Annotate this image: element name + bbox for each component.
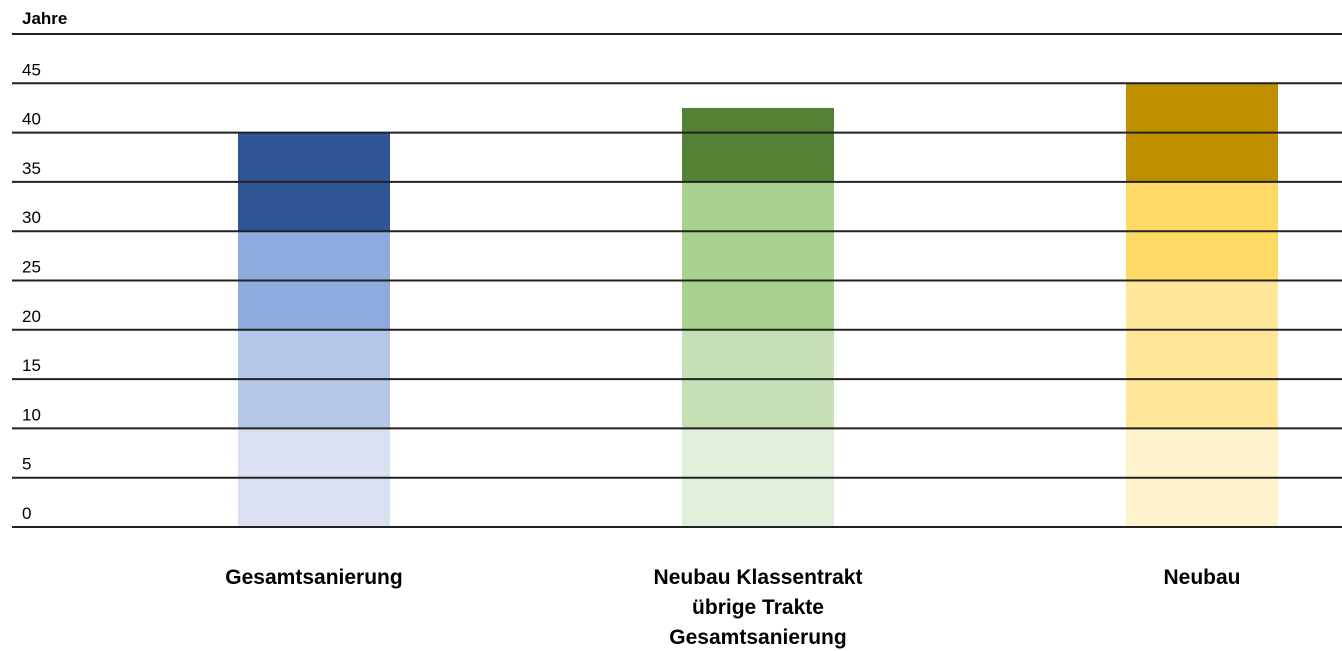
- y-axis-label: Jahre: [22, 9, 67, 28]
- x-tick-label: Neubau Klassentrakt: [654, 566, 863, 589]
- y-tick-label: 25: [22, 258, 41, 277]
- y-tick-label: 30: [22, 208, 41, 227]
- y-tick-label: 45: [22, 60, 41, 79]
- x-tick-label: Gesamtsanierung: [225, 566, 402, 589]
- y-tick-label: 15: [22, 356, 41, 375]
- bar-segment: [682, 107, 834, 182]
- x-tick-label: Gesamtsanierung: [669, 626, 846, 649]
- bar-segment: [682, 181, 834, 330]
- y-tick-label: 35: [22, 159, 41, 178]
- y-tick-label: 10: [22, 405, 41, 424]
- x-tick-label: übrige Trakte: [692, 596, 824, 619]
- y-tick-label: 5: [22, 455, 31, 474]
- y-tick-label: 40: [22, 110, 41, 129]
- bar-segment: [1126, 280, 1278, 429]
- y-tick-label: 0: [22, 504, 31, 523]
- y-tick-label: 20: [22, 307, 41, 326]
- x-tick-label: Neubau: [1163, 566, 1240, 589]
